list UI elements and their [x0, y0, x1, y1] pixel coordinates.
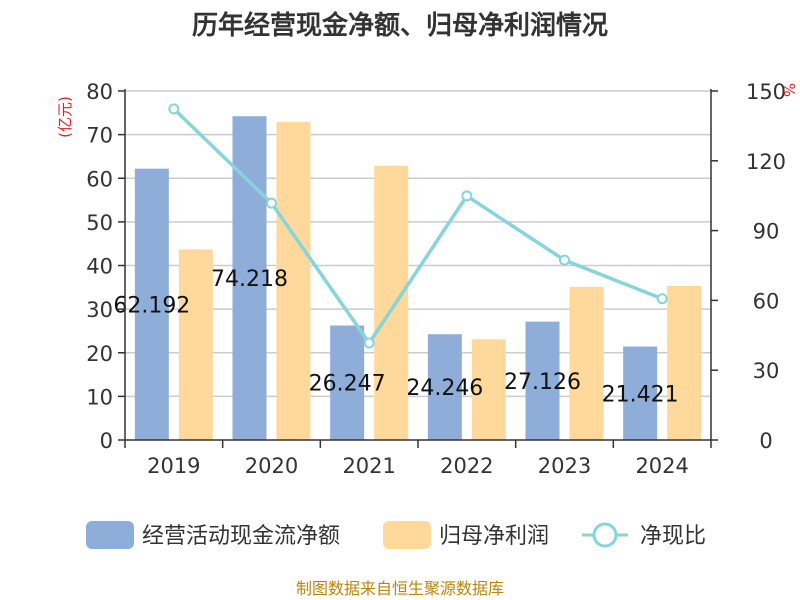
- axes: 0 10 20 30 40 50 60 70 80 0 30 60 90 120 150 2019 2020 20…: [86, 80, 786, 478]
- left-tick-label: 70: [86, 124, 113, 148]
- bar-value-label: 62.192: [113, 293, 190, 318]
- legend-marker-ratio: [592, 522, 618, 548]
- legend-label-cashflow: 经营活动现金流净额: [142, 524, 340, 549]
- left-tick-label: 30: [86, 298, 113, 322]
- right-tick-label: 90: [753, 220, 780, 244]
- bar-value-label: 26.247: [309, 372, 386, 397]
- left-tick-label: 80: [86, 80, 113, 104]
- right-axis-label: %: [780, 83, 798, 97]
- ratio-point: [363, 337, 375, 349]
- x-tick-label: 2021: [342, 454, 395, 478]
- right-tick-label: 30: [753, 359, 780, 383]
- chart-title: 历年经营现金净额、归母净利润情况: [192, 10, 608, 41]
- ratio-point: [168, 103, 180, 115]
- ratio-line: [168, 103, 668, 349]
- bar-labels: 62.192 74.218 26.247 24.246 27.126 21.421: [113, 267, 678, 407]
- left-tick-label: 10: [86, 385, 113, 409]
- legend: 经营活动现金流净额 归母净利润 净现比: [86, 521, 706, 549]
- bar-net-profit: [276, 121, 311, 440]
- bar-value-label: 27.126: [504, 370, 581, 395]
- legend-swatch-profit: [383, 521, 431, 549]
- source-note: 制图数据来自恒生聚源数据库: [296, 579, 504, 598]
- bar-cashflow: [330, 325, 365, 440]
- x-tick-label: 2024: [635, 454, 688, 478]
- left-tick-label: 0: [100, 429, 113, 453]
- left-tick-label: 40: [86, 255, 113, 279]
- bars: [134, 116, 702, 441]
- bar-cashflow: [134, 168, 169, 441]
- legend-swatch-cashflow: [86, 521, 134, 549]
- bar-value-label: 74.218: [211, 267, 288, 292]
- left-axis-label: (亿元): [56, 96, 74, 138]
- x-tick-label: 2023: [538, 454, 591, 478]
- x-tick-label: 2022: [440, 454, 493, 478]
- right-tick-label: 120: [746, 150, 786, 174]
- bar-cashflow: [525, 321, 560, 440]
- ratio-point: [266, 197, 277, 209]
- bar-value-label: 21.421: [602, 382, 679, 407]
- left-tick-label: 60: [86, 167, 113, 191]
- x-tick-label: 2019: [147, 454, 200, 478]
- bar-net-profit: [667, 286, 702, 440]
- left-tick-label: 50: [86, 211, 113, 235]
- left-tick-label: 20: [86, 342, 113, 366]
- right-tick-label: 60: [753, 289, 780, 313]
- ratio-point: [656, 293, 668, 305]
- bar-net-profit: [178, 249, 213, 440]
- bar-net-profit: [569, 286, 604, 440]
- ratio-point: [559, 254, 570, 266]
- ratio-polyline: [172, 107, 663, 347]
- right-tick-label: 150: [746, 80, 786, 104]
- right-tick-label: 0: [759, 429, 772, 453]
- bar-value-label: 24.246: [406, 376, 483, 401]
- ratio-point: [461, 190, 473, 202]
- bar-net-profit: [374, 165, 409, 440]
- bar-net-profit: [471, 339, 506, 440]
- legend-label-profit: 归母净利润: [439, 524, 549, 549]
- bar-cashflow: [623, 346, 658, 440]
- x-tick-label: 2020: [245, 454, 298, 478]
- bar-cashflow: [427, 334, 462, 440]
- gridlines: [125, 90, 711, 398]
- legend-label-ratio: 净现比: [640, 524, 706, 549]
